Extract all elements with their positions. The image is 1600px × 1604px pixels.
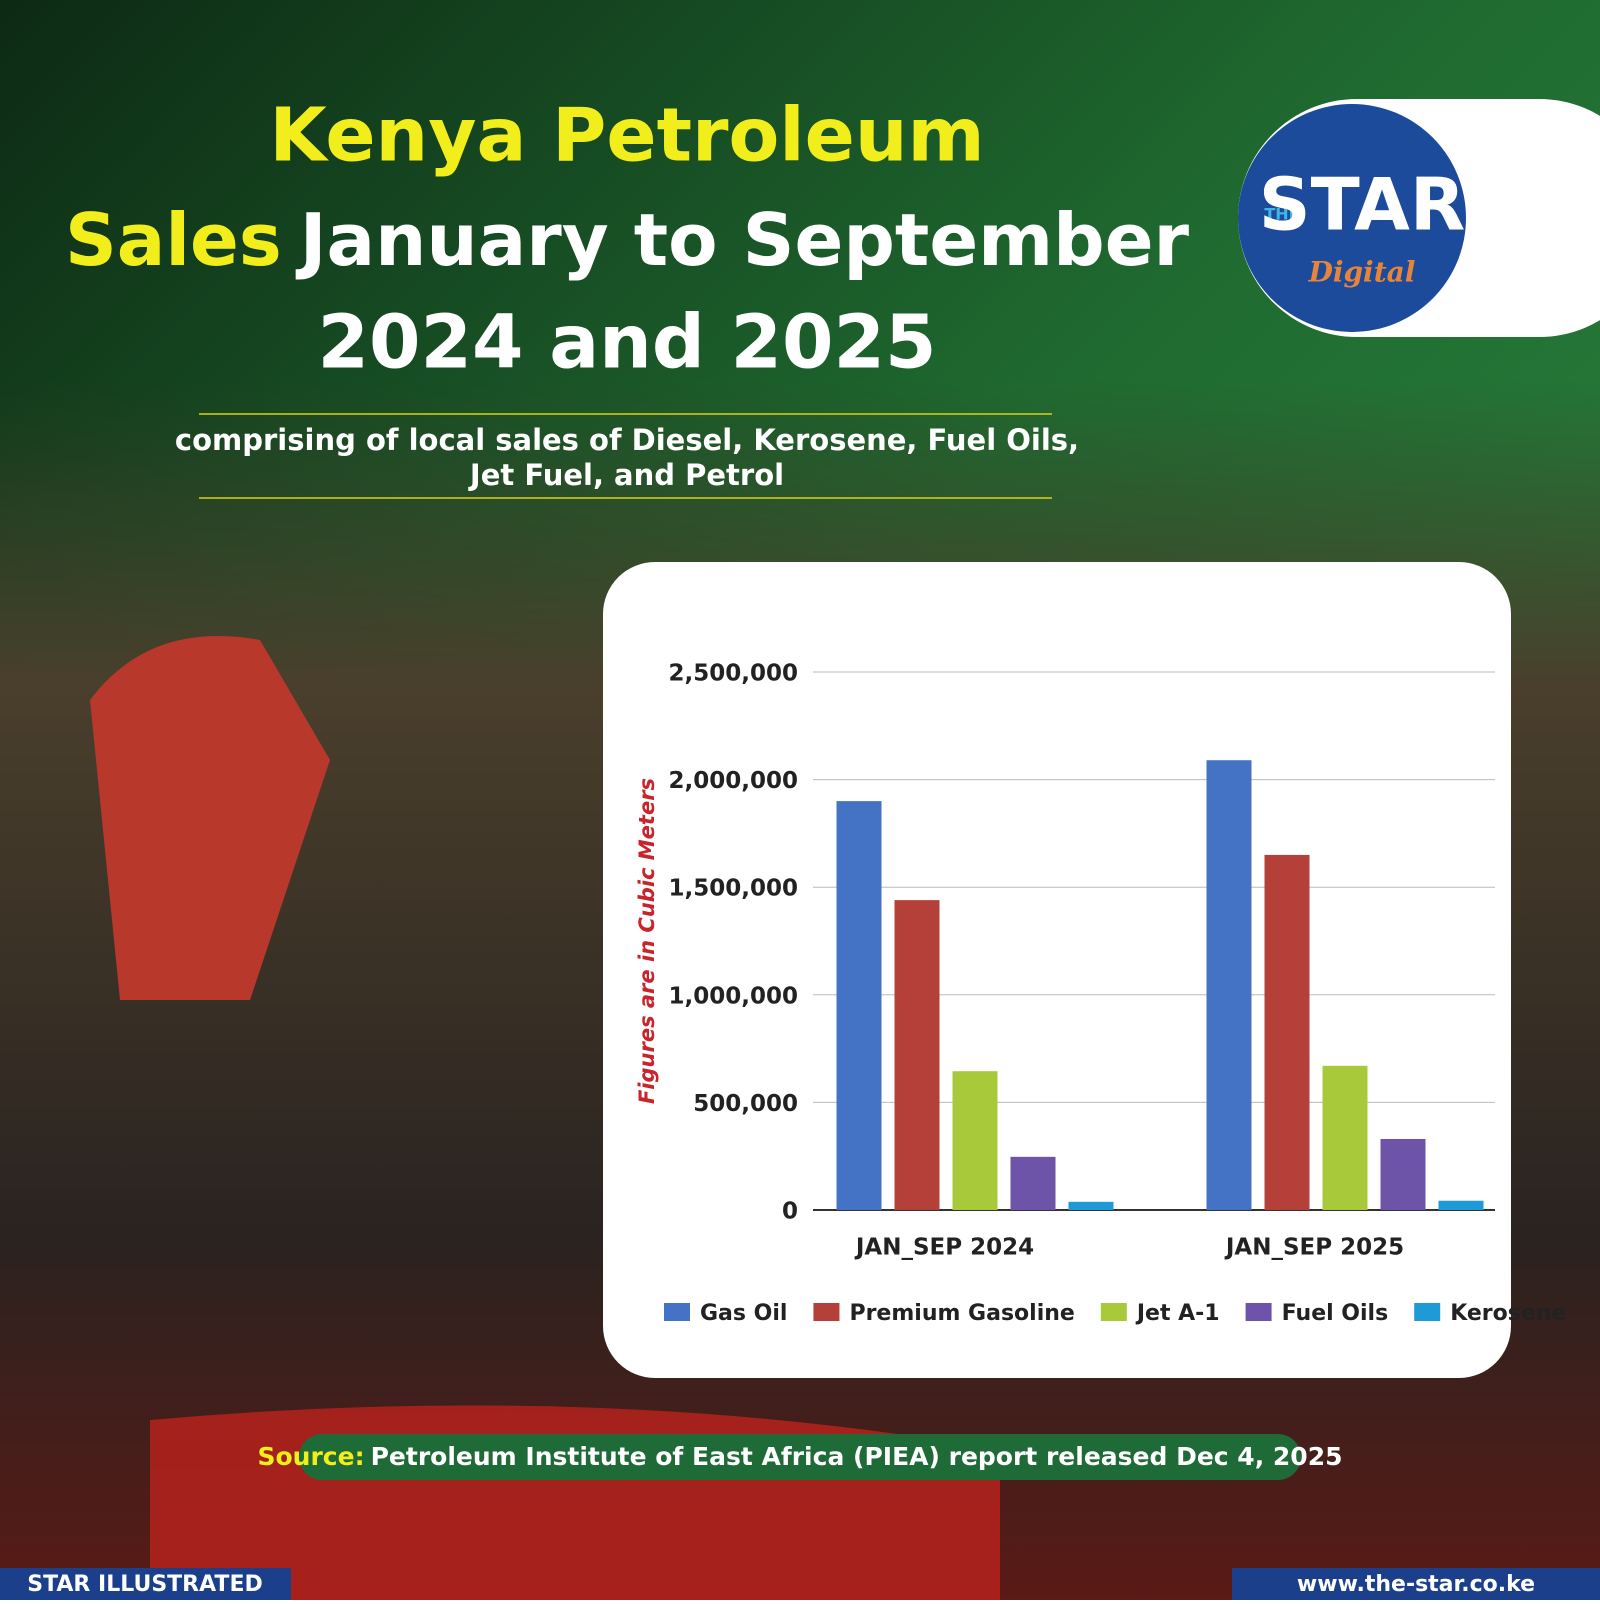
y-tick-label: 2,500,000 bbox=[669, 661, 799, 687]
y-axis-label: Figures are in Cubic Meters bbox=[635, 778, 659, 1104]
legend-swatch bbox=[1100, 1303, 1127, 1321]
bar bbox=[1068, 1201, 1114, 1210]
source-text: Petroleum Institute of East Africa (PIEA… bbox=[371, 1442, 1343, 1471]
legend-swatch bbox=[664, 1303, 690, 1321]
footer-bar bbox=[0, 1568, 291, 1600]
footer-right: www.the-star.co.ke bbox=[1297, 1572, 1535, 1597]
legend-swatch bbox=[1414, 1303, 1441, 1321]
subtitle: comprising of local sales of Diesel, Ker… bbox=[175, 423, 1079, 457]
x-tick-label: JAN_SEP 2024 bbox=[854, 1235, 1034, 1261]
title-part: January to September bbox=[295, 198, 1190, 282]
nozzle-shape bbox=[90, 636, 330, 1000]
y-tick-label: 500,000 bbox=[693, 1091, 798, 1117]
bar bbox=[836, 801, 882, 1210]
logo-small: THE bbox=[1264, 205, 1299, 224]
y-tick-label: 2,000,000 bbox=[669, 768, 799, 794]
legend-label: Fuel Oils bbox=[1282, 1301, 1389, 1326]
source: Source: Petroleum Institute of East Afric… bbox=[258, 1442, 1343, 1471]
x-tick-label: JAN_SEP 2025 bbox=[1224, 1235, 1404, 1261]
title-line: Kenya Petroleum bbox=[269, 93, 984, 179]
logo-circle bbox=[1238, 104, 1466, 332]
footer-left: STAR ILLUSTRATED bbox=[27, 1572, 262, 1597]
source-pill bbox=[299, 1434, 1301, 1480]
source-label: Source: bbox=[258, 1442, 365, 1471]
bar bbox=[1438, 1200, 1484, 1210]
legend-swatch bbox=[813, 1303, 840, 1321]
chart: 0 500,000 1,000,000 1,500,000 2,000,000 2,500… bbox=[635, 661, 1566, 1327]
bar bbox=[1206, 760, 1252, 1210]
legend-label: Premium Gasoline bbox=[849, 1301, 1074, 1326]
logo-sub: Digital bbox=[1308, 256, 1416, 289]
legend-label: Gas Oil bbox=[700, 1301, 787, 1326]
bar bbox=[894, 900, 940, 1210]
legend-label: Kerosene bbox=[1450, 1301, 1566, 1326]
title-line: 2024 and 2025 bbox=[317, 300, 936, 386]
logo-main: STAR bbox=[1259, 163, 1466, 247]
bar bbox=[1264, 854, 1310, 1210]
title-part: Sales bbox=[65, 198, 282, 282]
title-line: Sales January to September bbox=[65, 198, 1190, 282]
bar bbox=[952, 1071, 998, 1210]
bar bbox=[1010, 1156, 1056, 1210]
legend-swatch bbox=[1245, 1303, 1272, 1321]
y-tick-label: 1,500,000 bbox=[669, 876, 799, 902]
footer-bar bbox=[1232, 1568, 1600, 1600]
bar bbox=[1380, 1138, 1426, 1210]
subtitle: Jet Fuel, and Petrol bbox=[468, 458, 784, 492]
legend-label: Jet A-1 bbox=[1135, 1301, 1220, 1326]
bar bbox=[1322, 1065, 1368, 1210]
y-tick-label: 0 bbox=[782, 1199, 798, 1225]
y-tick-label: 1,000,000 bbox=[669, 983, 799, 1009]
